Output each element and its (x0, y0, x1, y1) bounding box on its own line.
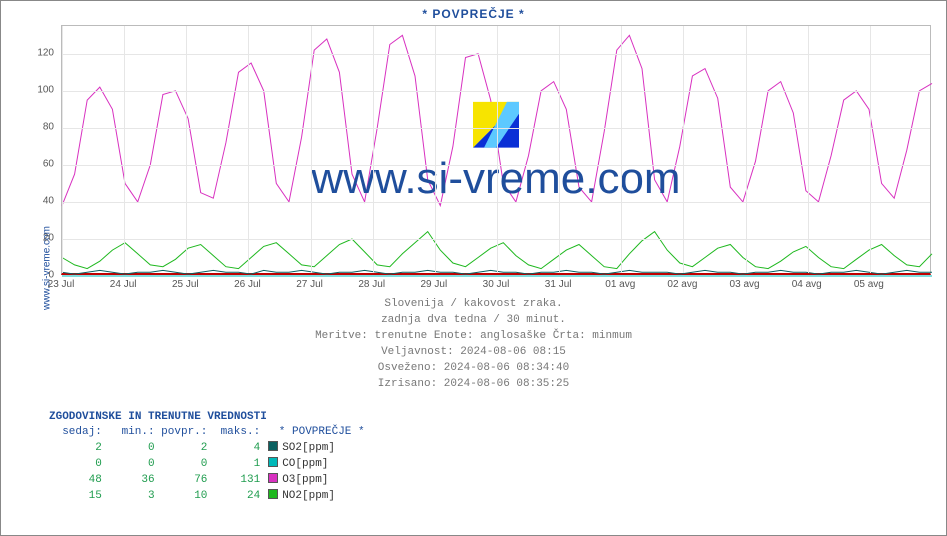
stats-col-0: sedaj: (49, 425, 102, 441)
chart-title: * POVPREČJE * (1, 7, 946, 21)
legend-swatch-icon (268, 489, 278, 499)
stats-col-1: min.: (102, 425, 155, 441)
stats-value: 24 (207, 489, 260, 505)
legend-label: O3[ppm] (282, 474, 328, 486)
meta-line-4: Veljavnost: 2024-08-06 08:15 (1, 345, 946, 361)
ytick-label: 80 (14, 121, 54, 132)
ytick-label: 120 (14, 47, 54, 58)
stats-value: 3 (102, 489, 155, 505)
meta-line-6: Izrisano: 2024-08-06 08:35:25 (1, 377, 946, 393)
series-line (62, 232, 932, 269)
xtick-label: 30 Jul (483, 279, 510, 290)
legend-swatch-icon (268, 473, 278, 483)
legend-swatch-icon (268, 441, 278, 451)
stats-row: 1531024 NO2[ppm] (49, 489, 365, 505)
ytick-label: 20 (14, 232, 54, 243)
stats-value: 0 (49, 457, 102, 473)
meta-line-2: zadnja dva tedna / 30 minut. (1, 313, 946, 329)
stats-value: 0 (102, 441, 155, 457)
xtick-label: 02 avg (667, 279, 697, 290)
stats-value: 4 (207, 441, 260, 457)
stats-block: ZGODOVINSKE IN TRENUTNE VREDNOSTI sedaj:… (49, 411, 365, 505)
stats-col-3: maks.: (207, 425, 260, 441)
stats-row: 0001CO[ppm] (49, 457, 365, 473)
stats-value: 131 (207, 473, 260, 489)
xtick-label: 04 avg (792, 279, 822, 290)
stats-value: 76 (155, 473, 208, 489)
meta-block: Slovenija / kakovost zraka. zadnja dva t… (1, 297, 946, 393)
stats-value: 2 (155, 441, 208, 457)
legend-swatch-icon (268, 457, 278, 467)
xtick-label: 26 Jul (234, 279, 261, 290)
legend-label: SO2[ppm] (282, 442, 335, 454)
xtick-label: 23 Jul (48, 279, 75, 290)
site-logo-icon (473, 101, 519, 147)
stats-title: ZGODOVINSKE IN TRENUTNE VREDNOSTI (49, 411, 365, 423)
meta-line-5: Osveženo: 2024-08-06 08:34:40 (1, 361, 946, 377)
ytick-label: 60 (14, 158, 54, 169)
stats-value: 0 (102, 457, 155, 473)
stats-value: 36 (102, 473, 155, 489)
xtick-label: 25 Jul (172, 279, 199, 290)
legend-label: CO[ppm] (282, 458, 328, 470)
xtick-label: 03 avg (730, 279, 760, 290)
chart-container: www.si-vreme.com * POVPREČJE * www.si-vr… (0, 0, 947, 536)
plot-area: www.si-vreme.com (61, 25, 931, 275)
stats-value: 0 (155, 457, 208, 473)
ytick-label: 40 (14, 195, 54, 206)
legend-label: NO2[ppm] (282, 490, 335, 502)
stats-value: 15 (49, 489, 102, 505)
meta-line-1: Slovenija / kakovost zraka. (1, 297, 946, 313)
stats-value: 10 (155, 489, 208, 505)
stats-value: 2 (49, 441, 102, 457)
xtick-label: 31 Jul (545, 279, 572, 290)
ytick-label: 100 (14, 84, 54, 95)
xtick-label: 29 Jul (421, 279, 448, 290)
stats-value: 48 (49, 473, 102, 489)
series-line (62, 270, 932, 274)
stats-value: 1 (207, 457, 260, 473)
xtick-label: 01 avg (605, 279, 635, 290)
stats-header-row: sedaj:min.:povpr.:maks.: * POVPREČJE * (49, 425, 365, 441)
xtick-label: 24 Jul (110, 279, 137, 290)
stats-row: 483676131 O3[ppm] (49, 473, 365, 489)
xtick-label: 28 Jul (358, 279, 385, 290)
stats-col-2: povpr.: (155, 425, 208, 441)
xtick-label: 05 avg (854, 279, 884, 290)
stats-row: 2024SO2[ppm] (49, 441, 365, 457)
series-svg (62, 26, 930, 273)
xtick-label: 27 Jul (296, 279, 323, 290)
meta-line-3: Meritve: trenutne Enote: anglosaške Črta… (1, 329, 946, 345)
stats-legend-title: * POVPREČJE * (279, 426, 365, 438)
